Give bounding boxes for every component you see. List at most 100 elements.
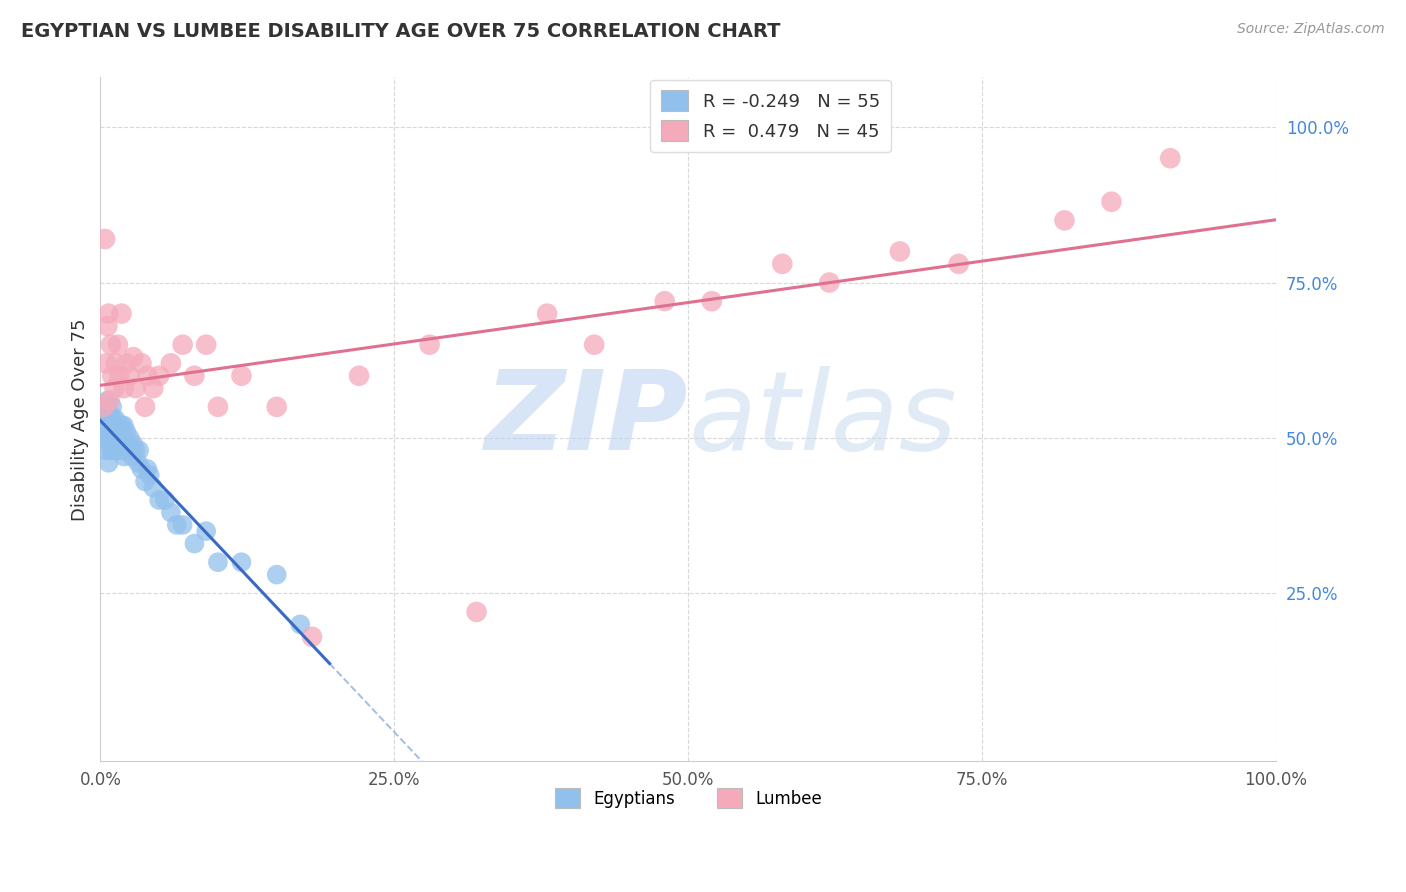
Point (266, 567, 288, 582)
Point (120, 443, 142, 458)
Point (94, 418, 117, 433)
Point (98, 393, 121, 408)
Point (231, 368, 253, 383)
Point (153, 493, 176, 508)
Point (122, 350, 145, 364)
Point (97, 307, 120, 321)
Point (419, 337, 441, 351)
Point (118, 368, 141, 383)
Point (266, 400, 288, 414)
Point (108, 368, 131, 383)
Point (290, 617, 312, 632)
Point (96, 319, 118, 334)
Point (124, 443, 146, 458)
Point (160, 356, 183, 370)
Point (131, 356, 153, 370)
Point (115, 425, 138, 439)
Point (818, 276, 841, 290)
Point (100, 443, 122, 458)
Point (114, 437, 136, 451)
Point (1159, 151, 1181, 165)
Point (96, 431, 118, 445)
Point (97, 456, 120, 470)
Point (100, 337, 122, 351)
Point (138, 468, 160, 483)
Point (160, 506, 183, 520)
Point (195, 524, 218, 538)
Text: atlas: atlas (688, 366, 957, 473)
Point (536, 307, 558, 321)
Point (136, 462, 159, 476)
Point (583, 337, 606, 351)
Point (948, 257, 970, 271)
Point (96, 393, 118, 408)
Point (770, 257, 793, 271)
Point (96, 356, 118, 370)
Point (104, 412, 127, 426)
Point (148, 368, 170, 383)
Point (108, 443, 131, 458)
Point (128, 443, 150, 458)
Point (112, 381, 135, 395)
Point (97, 418, 120, 433)
Point (110, 418, 132, 433)
Point (96, 406, 118, 420)
Legend: Egyptians, Lumbee: Egyptians, Lumbee (548, 781, 828, 814)
Point (172, 337, 194, 351)
Point (112, 450, 135, 464)
Point (207, 555, 229, 569)
Point (127, 456, 149, 470)
Point (94, 232, 117, 246)
Point (107, 437, 129, 451)
Point (136, 368, 159, 383)
Point (183, 536, 205, 550)
Point (110, 431, 132, 445)
Text: EGYPTIAN VS LUMBEE DISABILITY AGE OVER 75 CORRELATION CHART: EGYPTIAN VS LUMBEE DISABILITY AGE OVER 7… (21, 22, 780, 41)
Point (183, 368, 205, 383)
Point (108, 425, 131, 439)
Point (131, 462, 153, 476)
Point (700, 294, 723, 309)
Point (148, 493, 170, 508)
Point (231, 555, 253, 569)
Point (98, 406, 121, 420)
Point (103, 381, 125, 395)
Text: ZIP: ZIP (485, 366, 688, 473)
Point (117, 437, 139, 451)
Point (111, 431, 134, 445)
Point (107, 337, 129, 351)
Point (195, 337, 218, 351)
Point (465, 605, 488, 619)
Point (93, 431, 115, 445)
Point (96, 443, 118, 458)
Point (104, 356, 127, 370)
Point (172, 517, 194, 532)
Point (103, 443, 125, 458)
Point (889, 244, 911, 259)
Point (1053, 213, 1076, 227)
Point (134, 400, 156, 414)
Point (134, 475, 156, 489)
Point (103, 425, 125, 439)
Point (347, 368, 370, 383)
Point (112, 418, 135, 433)
Point (654, 294, 676, 309)
Point (1101, 194, 1123, 209)
Point (207, 400, 229, 414)
Point (121, 450, 143, 464)
Point (107, 418, 129, 433)
Point (124, 381, 146, 395)
Text: Source: ZipAtlas.com: Source: ZipAtlas.com (1237, 22, 1385, 37)
Point (118, 431, 141, 445)
Point (105, 431, 128, 445)
Point (100, 418, 122, 433)
Point (122, 437, 145, 451)
Point (142, 481, 165, 495)
Point (110, 443, 132, 458)
Point (110, 307, 132, 321)
Point (101, 431, 124, 445)
Point (98, 431, 121, 445)
Point (301, 630, 323, 644)
Point (115, 356, 138, 370)
Point (101, 368, 124, 383)
